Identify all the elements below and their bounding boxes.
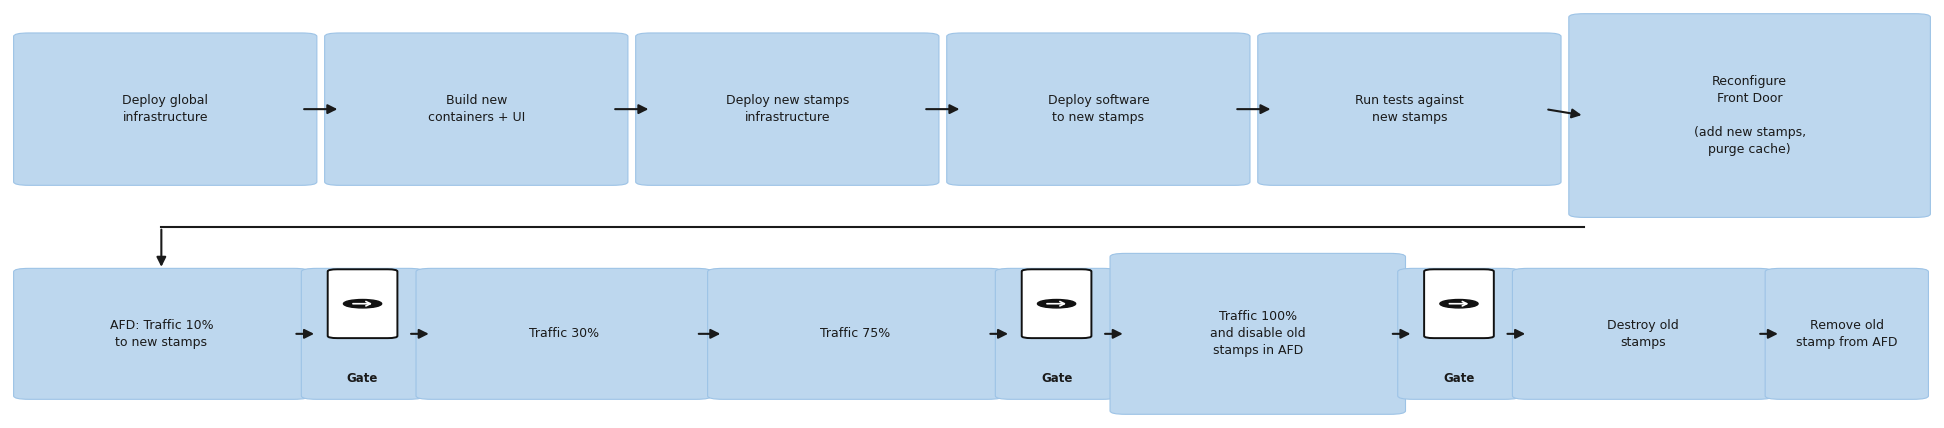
FancyBboxPatch shape [1425, 269, 1493, 338]
Text: Reconfigure
Front Door

(add new stamps,
purge cache): Reconfigure Front Door (add new stamps, … [1693, 75, 1806, 156]
Text: AFD: Traffic 10%
to new stamps: AFD: Traffic 10% to new stamps [109, 319, 214, 349]
FancyBboxPatch shape [301, 268, 424, 399]
FancyBboxPatch shape [636, 33, 939, 185]
Text: Traffic 100%
and disable old
stamps in AFD: Traffic 100% and disable old stamps in A… [1209, 310, 1306, 357]
Text: Run tests against
new stamps: Run tests against new stamps [1355, 94, 1464, 124]
FancyBboxPatch shape [1765, 268, 1928, 399]
FancyBboxPatch shape [708, 268, 1003, 399]
FancyBboxPatch shape [14, 33, 317, 185]
FancyBboxPatch shape [995, 268, 1118, 399]
FancyBboxPatch shape [1512, 268, 1773, 399]
Text: Gate: Gate [1040, 372, 1073, 385]
Text: Remove old
stamp from AFD: Remove old stamp from AFD [1796, 319, 1897, 349]
Circle shape [1441, 300, 1477, 308]
Text: Traffic 75%: Traffic 75% [820, 327, 890, 340]
FancyBboxPatch shape [1398, 268, 1520, 399]
FancyBboxPatch shape [947, 33, 1250, 185]
Text: Gate: Gate [1442, 372, 1475, 385]
FancyBboxPatch shape [1569, 14, 1930, 217]
Text: Build new
containers + UI: Build new containers + UI [428, 94, 525, 124]
FancyBboxPatch shape [1258, 33, 1561, 185]
Circle shape [344, 300, 381, 308]
Text: Deploy software
to new stamps: Deploy software to new stamps [1048, 94, 1149, 124]
FancyBboxPatch shape [329, 269, 397, 338]
FancyBboxPatch shape [1110, 253, 1406, 414]
Text: Gate: Gate [346, 372, 379, 385]
Text: Traffic 30%: Traffic 30% [529, 327, 599, 340]
FancyBboxPatch shape [325, 33, 628, 185]
FancyBboxPatch shape [416, 268, 712, 399]
Text: Destroy old
stamps: Destroy old stamps [1608, 319, 1678, 349]
Text: Deploy new stamps
infrastructure: Deploy new stamps infrastructure [725, 94, 850, 124]
FancyBboxPatch shape [14, 268, 309, 399]
FancyBboxPatch shape [1023, 269, 1091, 338]
Circle shape [1038, 300, 1075, 308]
Text: Deploy global
infrastructure: Deploy global infrastructure [122, 94, 208, 124]
